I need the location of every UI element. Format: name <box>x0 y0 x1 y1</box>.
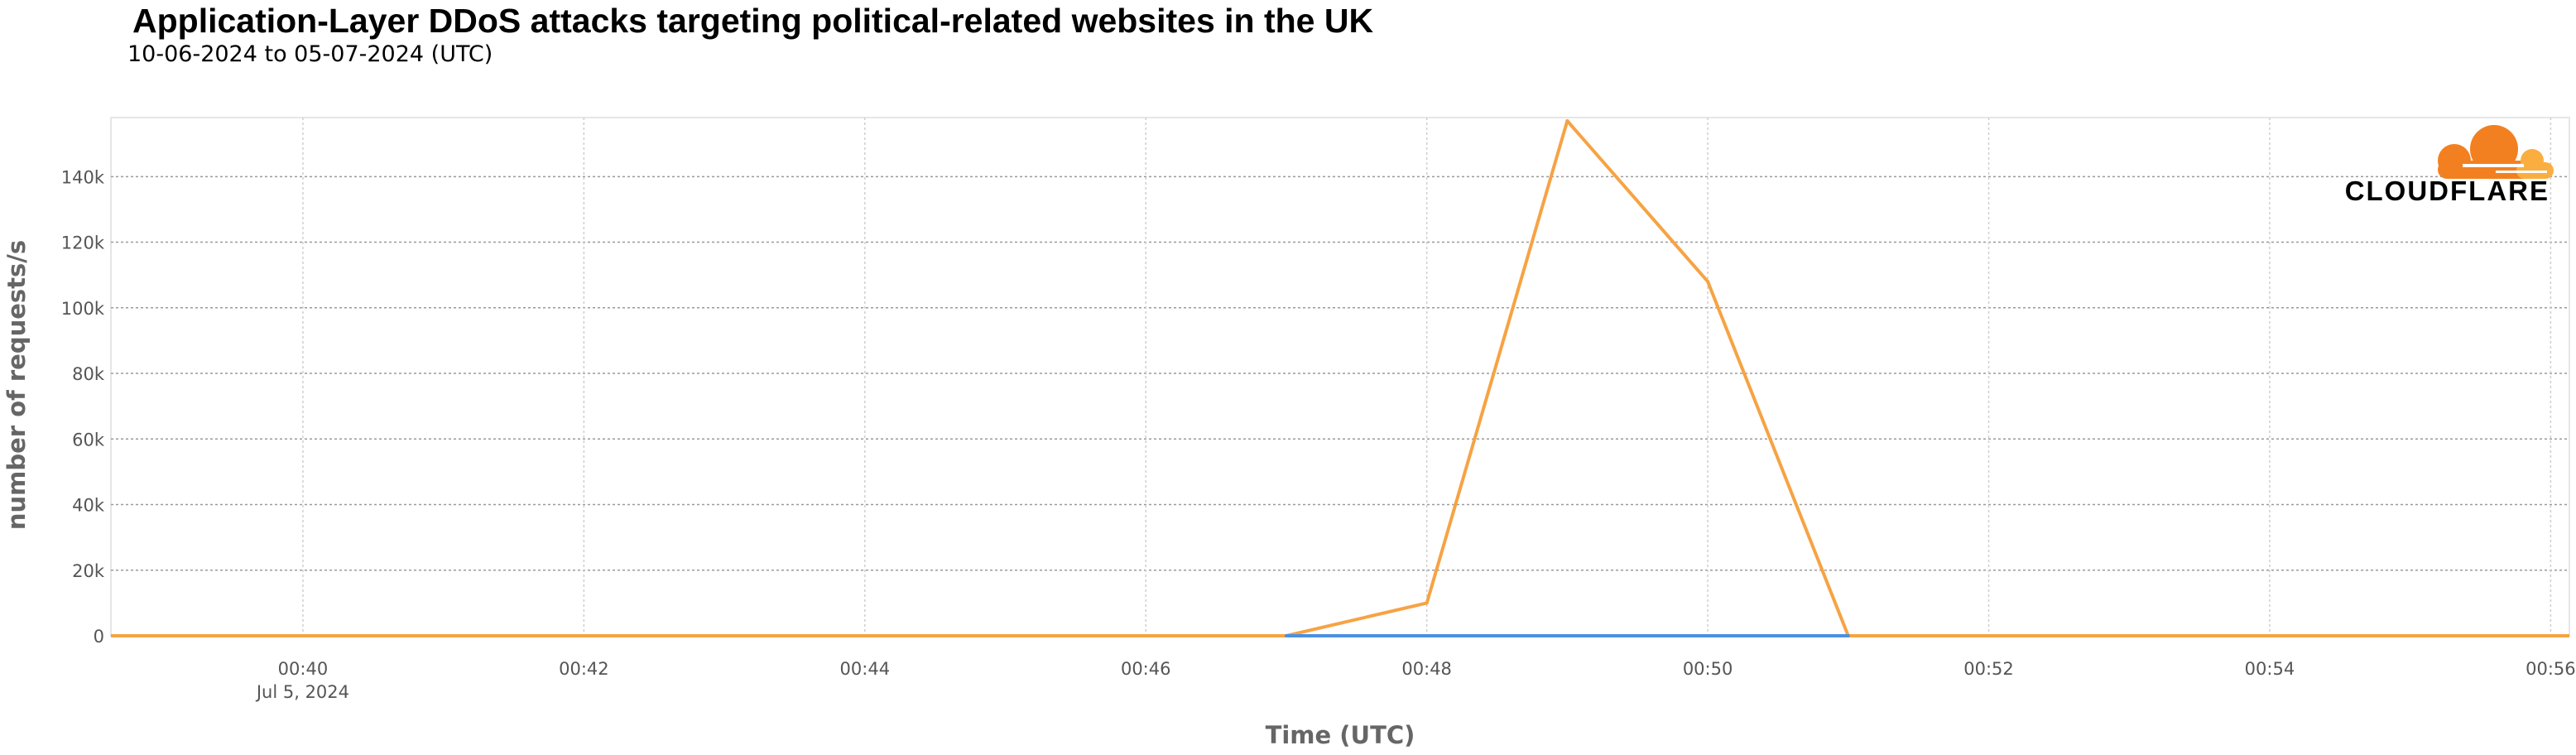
data-point <box>1284 634 1288 637</box>
data-point <box>161 634 165 637</box>
data-point <box>1706 634 1710 637</box>
data-point <box>1565 118 1569 123</box>
plot-area-frame <box>110 117 2570 637</box>
data-point <box>2127 634 2131 637</box>
data-point <box>300 634 305 637</box>
data-point <box>1987 634 1991 637</box>
data-point <box>1144 634 1148 637</box>
cloud-icon <box>2438 125 2554 179</box>
series-line-0 <box>111 119 2569 637</box>
x-tick-label: 00:54 <box>2245 659 2295 679</box>
y-tick-label: 20k <box>72 561 105 581</box>
chart-title: Application-Layer DDoS attacks targeting… <box>132 2 1374 40</box>
x-tick-label: 00:52 <box>1963 659 2014 679</box>
data-point <box>1565 634 1569 637</box>
x-tick-label: 00:40 <box>278 659 329 679</box>
data-point <box>2549 634 2553 637</box>
data-point <box>1706 280 1710 284</box>
y-tick-label: 0 <box>94 627 104 647</box>
chart-subtitle: 10-06-2024 to 05-07-2024 (UTC) <box>127 41 493 67</box>
data-point <box>1425 634 1429 637</box>
y-tick-label: 60k <box>72 430 105 450</box>
data-point <box>2408 634 2412 637</box>
x-axis-ticks: 00:40 Jul 5, 2024 00:42 00:44 00:46 00:48 00:5… <box>255 659 2576 702</box>
data-point <box>863 634 867 637</box>
data-point <box>723 634 727 637</box>
y-tick-label: 120k <box>61 233 105 253</box>
y-axis-ticks: 0 20k 40k 60k 80k 100k 120k 140k <box>61 167 105 647</box>
x-tick-label: 00:56 <box>2526 659 2576 679</box>
series-layer <box>111 118 2569 637</box>
data-point <box>582 634 586 637</box>
data-point <box>441 634 445 637</box>
x-axis-title: Time (UTC) <box>1266 721 1415 749</box>
cloudflare-wordmark: CLOUDFLARE <box>2345 176 2550 206</box>
data-point <box>1846 634 1850 637</box>
x-tick-label: 00:42 <box>559 659 609 679</box>
x-tick-label: 00:44 <box>840 659 891 679</box>
y-tick-label: 100k <box>61 299 105 319</box>
x-tick-label: 00:46 <box>1121 659 1171 679</box>
data-point <box>2267 634 2271 637</box>
data-point <box>1003 634 1007 637</box>
y-axis-title: number of requests/s <box>2 240 31 530</box>
y-tick-label: 80k <box>72 364 105 384</box>
x-gridlines <box>302 118 2552 636</box>
y-tick-label: 140k <box>61 167 105 187</box>
cloudflare-logo: CLOUDFLARE <box>2345 125 2554 206</box>
y-gridlines <box>111 176 2569 571</box>
y-tick-label: 40k <box>72 496 105 516</box>
x-tick-sublabel: Jul 5, 2024 <box>255 682 349 702</box>
x-tick-label: 00:48 <box>1401 659 1452 679</box>
x-tick-label: 00:50 <box>1683 659 1733 679</box>
data-point <box>1425 601 1429 605</box>
